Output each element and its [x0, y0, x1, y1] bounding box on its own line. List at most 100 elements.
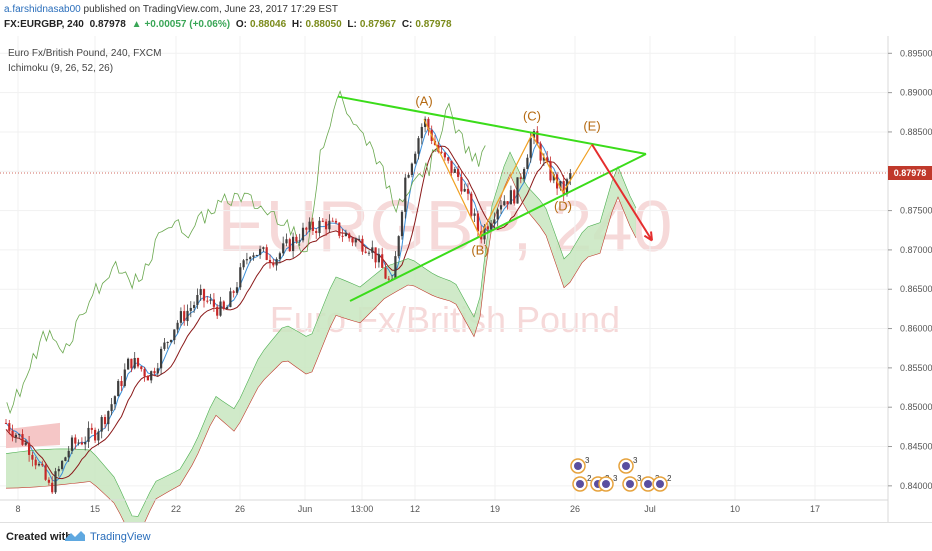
event-badges[interactable]: 32233232 — [570, 456, 672, 492]
candle-body — [361, 238, 364, 252]
candle-body — [546, 157, 549, 162]
candle-body — [414, 153, 417, 164]
candle-body — [24, 442, 27, 445]
candle-body — [90, 427, 93, 430]
event-flag-inner — [576, 480, 584, 488]
price-chart[interactable]: EURGBP, 240 Euro Fx/British Pound (A)(B)… — [0, 36, 932, 522]
symbol-label[interactable]: FX:EURGBP, 240 — [4, 19, 84, 30]
candle-body — [407, 174, 410, 178]
candle-body — [384, 267, 387, 279]
candle-body — [44, 465, 47, 480]
candle-body — [189, 307, 192, 311]
time-tick-label: 13:00 — [351, 504, 374, 514]
candle-body — [219, 301, 222, 316]
candle-body — [334, 220, 338, 223]
drawings[interactable]: (A) (B) (C) (D) (E) — [0, 93, 888, 302]
time-tick-label: 22 — [171, 504, 181, 514]
candle-body — [569, 173, 572, 180]
candle-body — [305, 227, 308, 230]
candle-body — [282, 243, 285, 254]
candle-body — [509, 190, 512, 205]
triangle-lower-trendline — [349, 153, 647, 302]
candle-body — [196, 294, 199, 306]
candle-body — [252, 255, 255, 258]
last-price-tag-label: 0.87978 — [894, 168, 927, 178]
forecast-arrow-head — [643, 231, 653, 242]
candle-body — [186, 310, 189, 322]
candle-body — [298, 240, 301, 242]
candle-body — [120, 380, 123, 387]
legend: Euro Fx/British Pound, 240, FXCM Ichimok… — [8, 46, 161, 76]
price-tick-label: 0.89500 — [900, 48, 932, 58]
author-link[interactable]: a.farshidnasab00 — [4, 4, 81, 15]
candle-body — [242, 260, 245, 268]
candle-body — [100, 417, 103, 432]
price-tick-label: 0.86500 — [900, 284, 932, 294]
event-count: 3 — [585, 456, 590, 465]
candle-body — [321, 220, 324, 222]
price-tick-label: 0.89000 — [900, 88, 932, 98]
candle-body — [367, 252, 371, 254]
candle-body — [47, 479, 50, 483]
candle-body — [496, 209, 499, 220]
wave-label: (C) — [523, 108, 541, 123]
indicator-legend[interactable]: Ichimoku (9, 26, 52, 26) — [8, 63, 114, 74]
candle-body — [18, 434, 21, 436]
price-axis[interactable]: 0.895000.890000.885000.880000.875000.870… — [888, 48, 932, 491]
candle-body — [552, 174, 555, 181]
candle-body — [486, 226, 489, 230]
price-tick-label: 0.84500 — [900, 442, 932, 452]
triangle-upper-trendline — [337, 95, 647, 155]
tradingview-brand[interactable]: TradingView — [90, 531, 151, 543]
candle-body — [97, 431, 100, 441]
candle-body — [513, 190, 516, 204]
candle-body — [318, 220, 321, 234]
candle-body — [559, 181, 562, 189]
elliott-wave-path — [423, 119, 593, 238]
candle-body — [229, 291, 232, 308]
time-tick-label: 15 — [90, 504, 100, 514]
event-count: 2 — [667, 474, 672, 483]
candles — [4, 116, 572, 494]
candle-body — [404, 177, 407, 212]
change-arrow-icon: ▲ — [131, 19, 142, 30]
candle-body — [499, 205, 503, 210]
candle-body — [278, 253, 281, 259]
time-axis[interactable]: 8 15 22 26 Jun 13:00 12 19 26 Jul 10 17 — [15, 504, 820, 514]
kijun-line — [5, 145, 571, 480]
candle-body — [179, 311, 182, 323]
chart-background — [0, 36, 932, 522]
candle-body — [394, 256, 397, 280]
candle-body — [288, 239, 291, 251]
candle-body — [358, 238, 361, 240]
candle-body — [377, 254, 380, 263]
time-tick-label: 8 — [15, 504, 20, 514]
candle-body — [417, 138, 420, 154]
event-flag-inner — [656, 480, 664, 488]
instrument-legend[interactable]: Euro Fx/British Pound, 240, FXCM — [8, 48, 162, 59]
candle-body — [453, 169, 456, 173]
candle-body — [77, 442, 80, 444]
candle-body — [457, 169, 460, 177]
price-tick-label: 0.87000 — [900, 245, 932, 255]
candle-body — [473, 213, 476, 216]
candle-body — [70, 437, 74, 451]
forecast-arrow — [591, 143, 653, 242]
time-tick-label: 12 — [410, 504, 420, 514]
candle-body — [301, 227, 305, 241]
price-tick-label: 0.85000 — [900, 402, 932, 412]
candle-body — [84, 441, 87, 445]
candle-body — [57, 468, 60, 472]
event-flag-inner — [622, 462, 630, 470]
tenkan-line — [5, 127, 571, 483]
candle-body — [74, 437, 77, 444]
created-with-text: Created with — [6, 531, 73, 543]
price-tick-label: 0.86000 — [900, 324, 932, 334]
candle-body — [506, 201, 509, 205]
candle-body — [341, 235, 344, 237]
tradingview-logo-icon[interactable] — [64, 529, 86, 543]
candle-body — [166, 341, 169, 343]
candle-body — [532, 131, 536, 138]
candle-body — [463, 188, 466, 192]
candle-body — [193, 305, 196, 308]
